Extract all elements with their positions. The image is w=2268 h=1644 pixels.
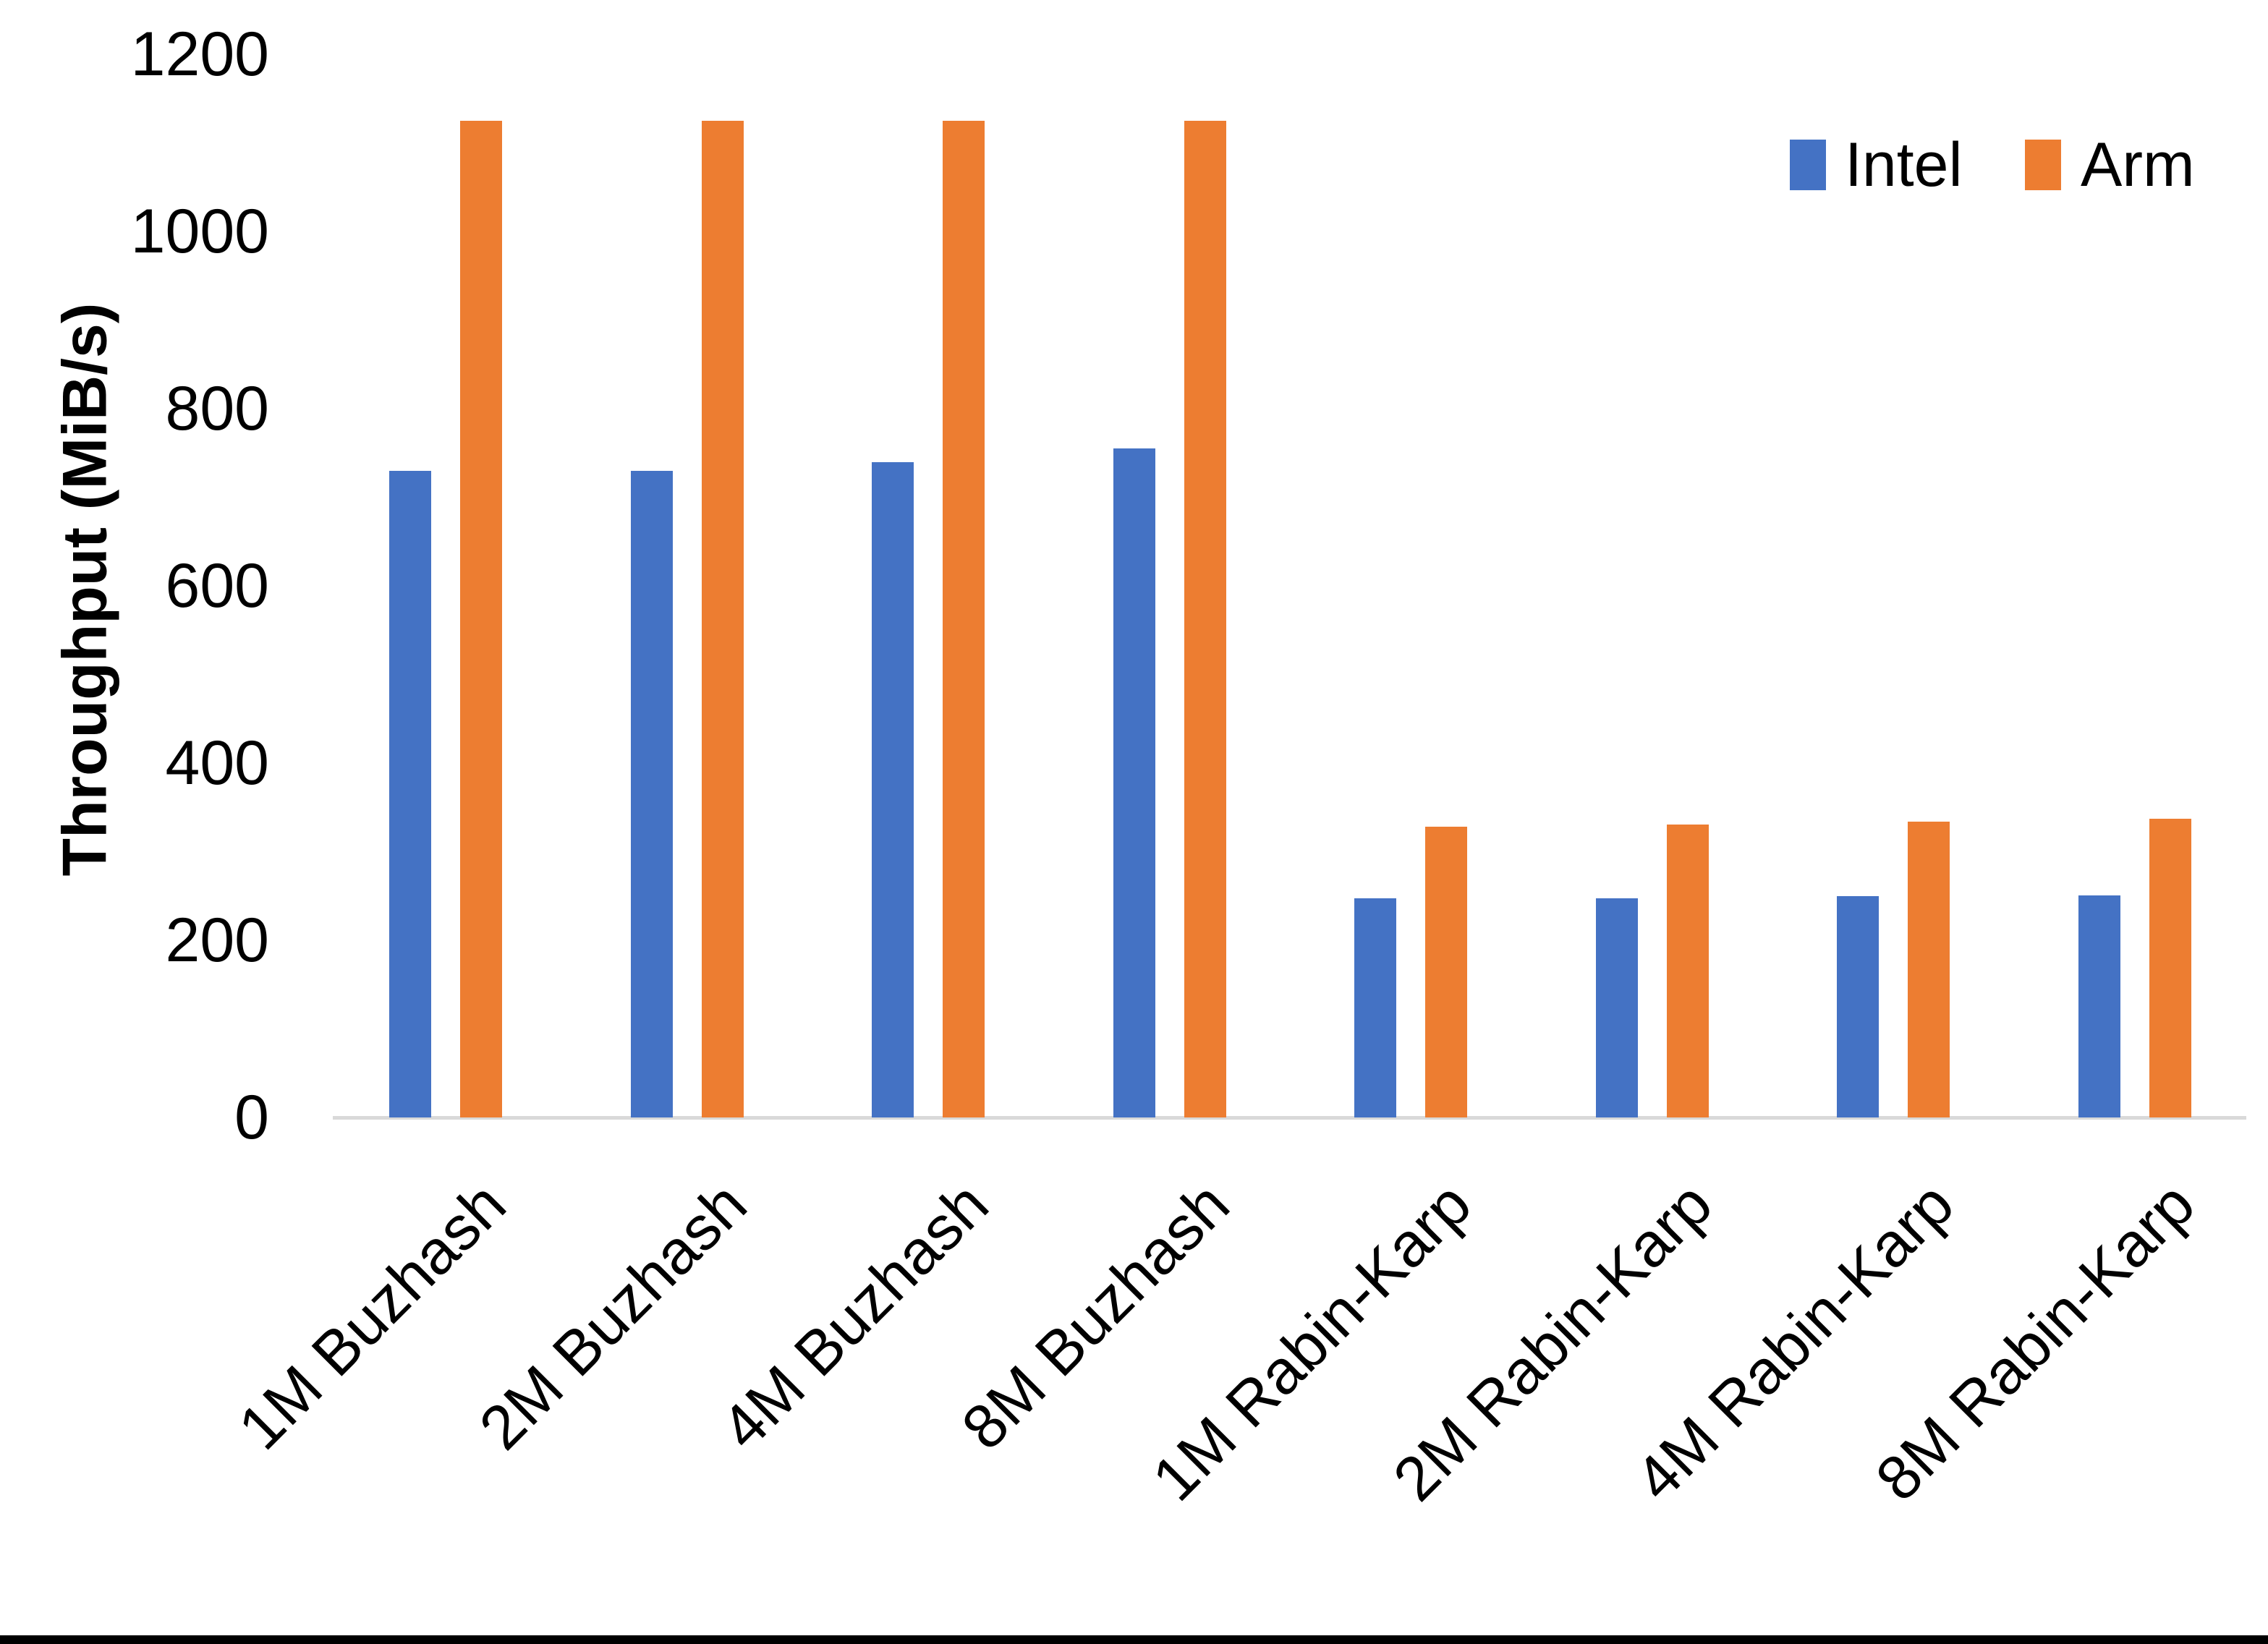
bar-arm-1m-buzhash: [460, 120, 502, 1117]
bar-intel-4m-buzhash: [872, 461, 914, 1117]
bar-intel-8m-rabin-karp: [2078, 895, 2120, 1117]
x-axis-line: [333, 1116, 2246, 1120]
bar-arm-4m-buzhash: [943, 120, 985, 1117]
legend-swatch-intel: [1790, 140, 1826, 190]
bar-arm-1m-rabin-karp: [1425, 827, 1467, 1117]
y-axis-title: Throughput (MiB/s): [50, 302, 120, 877]
bar-intel-4m-rabin-karp: [1837, 895, 1879, 1117]
y-axis-tick-label-200: 200: [165, 906, 270, 975]
bar-intel-2m-buzhash: [630, 470, 673, 1117]
bar-arm-2m-buzhash: [701, 120, 744, 1117]
legend-label-intel: Intel: [1845, 130, 1963, 200]
y-axis-tick-label-400: 400: [165, 728, 270, 798]
bar-intel-8m-buzhash: [1113, 448, 1155, 1117]
y-axis-tick-label-1000: 1000: [130, 197, 269, 266]
bottom-border: [0, 1635, 2268, 1644]
bar-arm-4m-rabin-karp: [1908, 821, 1950, 1117]
y-axis-tick-label-1200: 1200: [130, 20, 269, 89]
y-axis-tick-label-0: 0: [234, 1083, 269, 1152]
y-axis-tick-label-600: 600: [165, 551, 270, 621]
bar-arm-2m-rabin-karp: [1666, 824, 1709, 1117]
bar-arm-8m-buzhash: [1184, 120, 1226, 1117]
legend-swatch-arm: [2025, 140, 2061, 190]
bar-intel-2m-rabin-karp: [1595, 898, 1638, 1117]
bar-arm-8m-rabin-karp: [2149, 819, 2191, 1117]
bar-intel-1m-rabin-karp: [1354, 898, 1396, 1117]
legend-label-arm: Arm: [2081, 130, 2195, 200]
bar-intel-1m-buzhash: [389, 470, 431, 1117]
y-axis-tick-label-800: 800: [165, 374, 270, 443]
